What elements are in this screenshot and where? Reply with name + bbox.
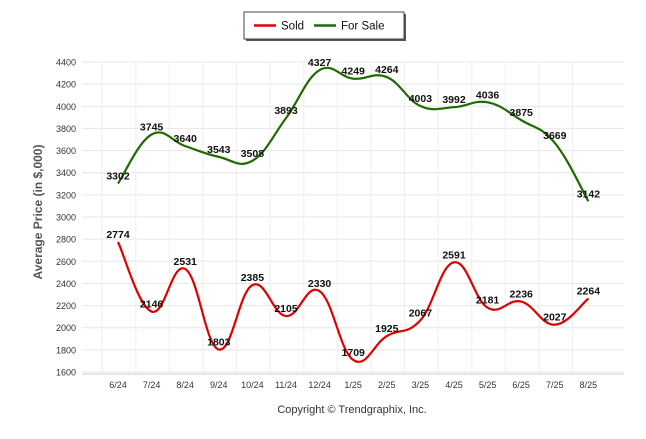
x-tick-label: 6/24 (109, 380, 127, 390)
y-axis-label: Average Price (in $,000) (31, 145, 45, 280)
data-label: 3893 (274, 105, 298, 117)
data-label: 3543 (207, 144, 231, 156)
y-tick-label: 2400 (56, 279, 76, 289)
data-label: 2385 (241, 272, 265, 284)
data-label: 4264 (375, 64, 399, 76)
data-label: 4327 (308, 57, 332, 69)
x-tick-label: 9/24 (210, 380, 228, 390)
data-label: 4249 (342, 66, 366, 78)
data-label: 2105 (274, 303, 298, 315)
y-tick-label: 2000 (56, 323, 76, 333)
y-tick-label: 1800 (56, 345, 76, 355)
y-tick-label: 3800 (56, 124, 76, 134)
series-line-for-sale (117, 66, 590, 202)
y-tick-label: 1600 (56, 368, 76, 378)
x-tick-label: 6/25 (512, 380, 530, 390)
grid-lines (82, 61, 624, 373)
y-tick-label: 2200 (56, 301, 76, 311)
data-label: 2264 (577, 285, 601, 297)
data-label: 2236 (510, 289, 534, 301)
legend-label: Sold (281, 21, 304, 33)
y-tick-label: 3400 (56, 168, 76, 178)
data-labels: 2774 2146 2531 1803 2385 2105 2330 1709 1925 2067… (106, 57, 600, 359)
axes: 1600 1800 2000 2200 2400 2600 2800 3000 3200 3400… (56, 58, 624, 390)
y-tick-label: 3600 (56, 146, 76, 156)
data-label: 3302 (106, 171, 130, 183)
x-tick-label: 10/24 (241, 380, 264, 390)
data-label: 2330 (308, 278, 332, 290)
data-label: 1709 (342, 347, 366, 359)
data-label: 3745 (140, 122, 164, 134)
y-tick-label: 4200 (56, 80, 76, 90)
data-label: 2067 (409, 307, 433, 319)
y-tick-label: 3000 (56, 213, 76, 223)
data-label: 1925 (375, 323, 399, 335)
data-label: 2027 (543, 312, 567, 324)
data-label: 2774 (106, 229, 130, 241)
x-tick-label: 1/25 (344, 380, 362, 390)
x-tick-label: 2/25 (378, 380, 396, 390)
y-tick-label: 2800 (56, 235, 76, 245)
y-tick-label: 4400 (56, 58, 76, 68)
y-tick-label: 4000 (56, 102, 76, 112)
y-tick-label: 3200 (56, 190, 76, 200)
data-label: 1803 (207, 337, 231, 349)
x-tick-label: 4/25 (445, 380, 463, 390)
series-lines (117, 66, 590, 363)
x-tick-label: 12/24 (308, 380, 331, 390)
data-label: 3142 (577, 188, 601, 200)
data-label: 2591 (442, 249, 466, 261)
x-tick-label: 7/24 (143, 380, 161, 390)
data-label: 3875 (510, 107, 534, 119)
data-label: 2146 (140, 299, 164, 311)
y-tick-label: 2600 (56, 257, 76, 267)
copyright-footer: Copyright © Trendgraphix, Inc. (277, 404, 426, 416)
x-tick-label: 8/24 (176, 380, 194, 390)
data-label: 2531 (174, 256, 198, 268)
data-label: 3640 (174, 133, 198, 145)
data-label: 3669 (543, 130, 567, 142)
data-label: 4036 (476, 89, 500, 101)
x-tick-label: 3/25 (412, 380, 430, 390)
x-tick-label: 7/25 (546, 380, 564, 390)
x-tick-label: 8/25 (580, 380, 598, 390)
data-label: 3992 (442, 94, 466, 106)
x-tick-label: 5/25 (479, 380, 497, 390)
legend-label: For Sale (341, 21, 384, 33)
data-label: 3508 (241, 148, 265, 160)
data-label: 4003 (409, 93, 433, 105)
x-tick-label: 11/24 (275, 380, 297, 390)
data-label: 2181 (476, 295, 500, 307)
series-line-sold (117, 241, 590, 363)
legend: Sold For Sale (243, 11, 406, 41)
